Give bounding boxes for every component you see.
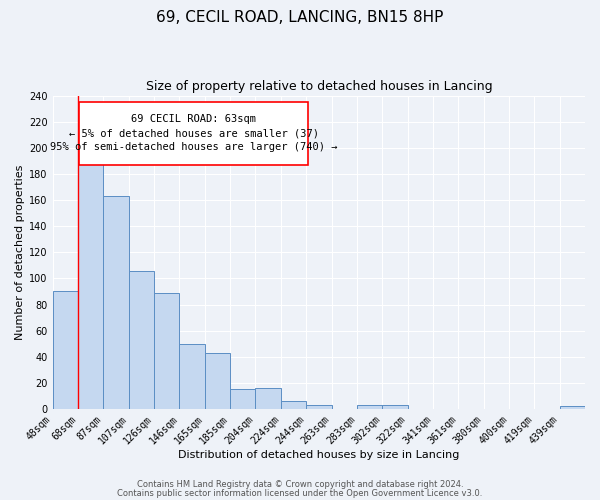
Bar — [78, 148, 103, 409]
X-axis label: Distribution of detached houses by size in Lancing: Distribution of detached houses by size … — [178, 450, 460, 460]
Bar — [154, 292, 179, 409]
Bar — [103, 196, 129, 409]
Bar — [179, 344, 205, 409]
Bar — [357, 405, 382, 409]
Bar — [382, 405, 407, 409]
Text: Contains public sector information licensed under the Open Government Licence v3: Contains public sector information licen… — [118, 489, 482, 498]
Bar — [230, 390, 256, 409]
Text: 69 CECIL ROAD: 63sqm
← 5% of detached houses are smaller (37)
95% of semi-detach: 69 CECIL ROAD: 63sqm ← 5% of detached ho… — [50, 114, 337, 152]
Y-axis label: Number of detached properties: Number of detached properties — [15, 164, 25, 340]
Bar — [205, 353, 230, 409]
FancyBboxPatch shape — [79, 102, 308, 164]
Bar — [281, 401, 306, 409]
Bar — [129, 270, 154, 409]
Text: Contains HM Land Registry data © Crown copyright and database right 2024.: Contains HM Land Registry data © Crown c… — [137, 480, 463, 489]
Bar — [53, 292, 78, 409]
Text: 69, CECIL ROAD, LANCING, BN15 8HP: 69, CECIL ROAD, LANCING, BN15 8HP — [157, 10, 443, 25]
Bar — [560, 406, 585, 409]
Title: Size of property relative to detached houses in Lancing: Size of property relative to detached ho… — [146, 80, 492, 93]
Bar — [306, 405, 332, 409]
Bar — [256, 388, 281, 409]
